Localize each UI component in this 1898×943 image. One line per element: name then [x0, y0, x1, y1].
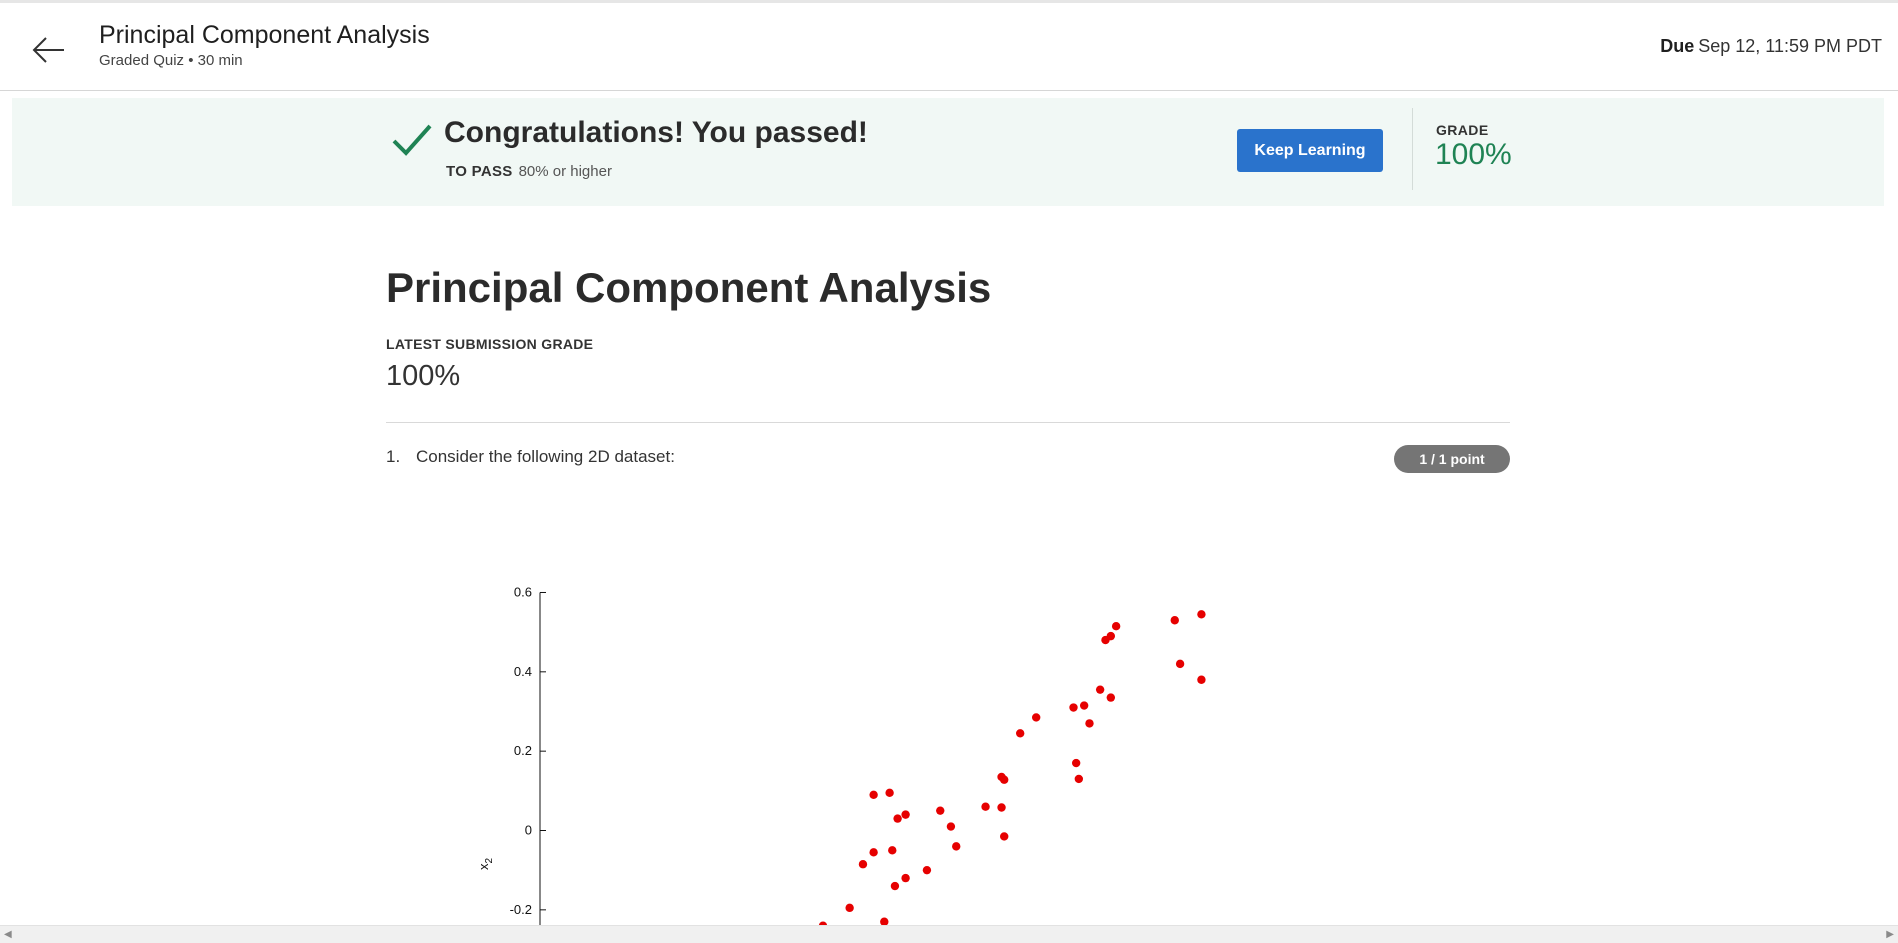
keep-learning-button[interactable]: Keep Learning: [1237, 129, 1383, 172]
due-date: Due Sep 12, 11:59 PM PDT: [1660, 36, 1882, 57]
data-point: [885, 788, 894, 798]
question-number: 1.: [386, 447, 401, 466]
data-point: [893, 814, 902, 823]
data-point: [901, 873, 910, 883]
data-point: [845, 903, 854, 913]
passed-banner: Congratulations! You passed! TO PASS 80% …: [12, 98, 1884, 206]
y-tick-label: -0.2: [510, 902, 532, 917]
y-axis-label-main: x: [476, 863, 491, 870]
to-pass-info: TO PASS 80% or higher: [446, 163, 612, 180]
scroll-right-icon[interactable]: ▶: [1886, 929, 1894, 940]
top-border: [0, 0, 1898, 3]
quiz-header: Principal Component Analysis Graded Quiz…: [0, 3, 1898, 91]
data-point: [858, 860, 868, 869]
to-pass-value: 80% or higher: [518, 163, 612, 180]
header-subtitle: Graded Quiz • 30 min: [99, 52, 243, 69]
data-point: [946, 822, 956, 831]
due-value: Sep 12, 11:59 PM PDT: [1698, 36, 1882, 56]
data-point: [1079, 701, 1089, 710]
data-point: [1106, 693, 1116, 702]
banner-divider: [1412, 108, 1413, 190]
y-tick-label: 0.2: [514, 743, 532, 758]
y-axis: 0.6 0.4 0.2 0 -0.2: [510, 584, 546, 930]
y-tick-label: 0: [525, 823, 532, 838]
checkmark-icon: [392, 124, 432, 156]
data-points: [818, 610, 1206, 930]
scatter-chart: 0.6 0.4 0.2 0 -0.2 x2: [476, 584, 1206, 930]
latest-grade-value: 100%: [386, 360, 461, 392]
data-point: [1101, 635, 1110, 645]
due-label: Due: [1660, 36, 1695, 56]
points-badge: 1 / 1 point: [1394, 445, 1510, 473]
data-point: [869, 790, 878, 799]
y-tick-label: 0.6: [514, 584, 532, 599]
data-point: [936, 806, 945, 815]
data-point: [880, 917, 889, 926]
grade-label: GRADE: [1436, 122, 1489, 138]
data-point: [1016, 729, 1025, 738]
data-point: [1000, 775, 1009, 784]
data-point: [1031, 713, 1041, 722]
y-axis-label: x2: [476, 858, 495, 871]
header-title: Principal Component Analysis: [99, 21, 430, 49]
horizontal-scrollbar[interactable]: ◀ ▶: [0, 925, 1898, 943]
data-point: [888, 846, 897, 855]
data-point: [1000, 832, 1009, 841]
data-point: [1074, 774, 1084, 784]
y-tick-label: 0.4: [514, 664, 532, 679]
congrats-message: Congratulations! You passed!: [444, 116, 868, 149]
question-text: Consider the following 2D dataset:: [416, 447, 675, 466]
data-point: [981, 802, 990, 811]
data-point: [1197, 610, 1206, 619]
arrow-left-icon: [32, 37, 64, 63]
scroll-left-icon[interactable]: ◀: [4, 929, 12, 940]
back-button[interactable]: [26, 27, 72, 73]
data-point: [901, 810, 910, 819]
data-point: [952, 842, 961, 851]
data-point: [997, 803, 1006, 812]
page-title: Principal Component Analysis: [386, 264, 992, 311]
data-point: [1071, 758, 1081, 768]
data-point: [1170, 616, 1179, 625]
data-point: [1175, 659, 1185, 669]
data-point: [922, 865, 932, 875]
y-axis-label-sub: 2: [484, 858, 495, 864]
latest-grade-label: LATEST SUBMISSION GRADE: [386, 336, 594, 352]
data-point: [869, 848, 878, 857]
to-pass-label: TO PASS: [446, 163, 513, 180]
data-point: [1111, 621, 1121, 631]
data-point: [1197, 675, 1206, 684]
data-point: [1085, 719, 1094, 728]
data-point: [1095, 685, 1105, 694]
grade-value: 100%: [1435, 138, 1512, 171]
section-divider: [386, 422, 1510, 423]
data-point: [890, 881, 900, 891]
data-point: [1069, 703, 1078, 712]
